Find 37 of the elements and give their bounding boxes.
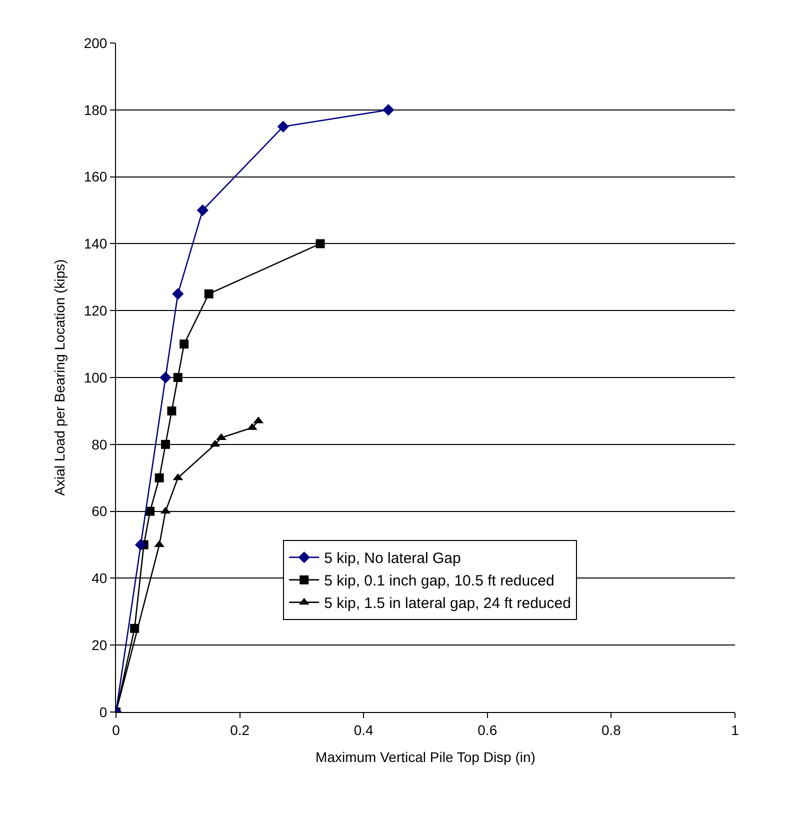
point	[160, 372, 172, 384]
point	[173, 373, 182, 382]
point	[161, 440, 170, 449]
y-tick-label: 120	[84, 302, 108, 318]
x-tick-label: 0.8	[601, 722, 622, 738]
point	[196, 204, 209, 216]
legend-label: 5 kip, 0.1 inch gap, 10.5 ft reduced	[324, 572, 554, 590]
y-tick-label: 0	[99, 704, 108, 720]
point	[382, 104, 394, 116]
point	[130, 624, 140, 633]
y-tick-label: 160	[84, 168, 108, 185]
point	[154, 473, 164, 482]
point	[167, 406, 176, 416]
y-tick-label: 60	[92, 503, 108, 520]
y-tick-label: 40	[92, 570, 108, 586]
y-tick-label: 100	[84, 369, 108, 386]
x-axis-title: Maximum Vertical Pile Top Disp (in)	[316, 749, 536, 766]
point	[172, 288, 184, 300]
y-tick-label: 140	[84, 236, 108, 252]
y-tick-label: 20	[92, 637, 108, 653]
x-tick-label: 1	[731, 722, 740, 738]
point	[146, 506, 155, 516]
legend-label: 5 kip, 1.5 in lateral gap, 24 ft reduced	[324, 595, 571, 612]
point	[316, 239, 325, 248]
x-tick-label: 0.2	[230, 722, 250, 738]
x-tick-label: 0	[112, 722, 120, 738]
point	[277, 120, 289, 132]
point	[180, 340, 189, 349]
x-tick-label: 0.4	[354, 722, 374, 738]
point	[134, 538, 147, 551]
point	[204, 289, 214, 298]
y-tick-label: 80	[92, 436, 108, 452]
y-axis-title: Axial Load per Bearing Location (kips)	[51, 259, 68, 496]
y-tick-label: 200	[84, 34, 108, 51]
y-tick-label: 180	[84, 102, 108, 118]
legend-label: 5 kip, No lateral Gap	[324, 550, 461, 568]
x-tick-label: 0.6	[478, 722, 498, 738]
